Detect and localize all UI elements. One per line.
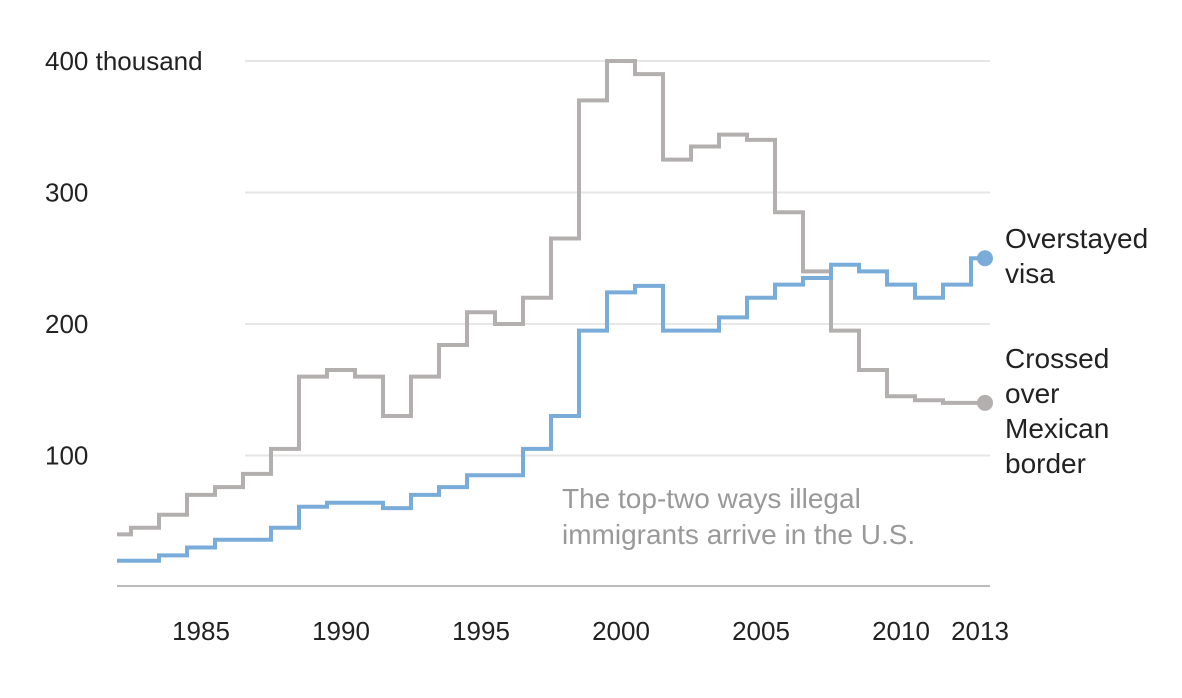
end-point-crossed-over-mexican-border	[977, 394, 993, 411]
series-label-line: Overstayed	[1005, 223, 1148, 254]
series-lines	[117, 59, 993, 563]
y-tick-label-400: 400 thousand	[45, 46, 203, 76]
y-tick-label-100: 100	[45, 441, 88, 471]
y-tick-label-300: 300	[45, 178, 88, 208]
series-label-line: border	[1005, 448, 1086, 479]
chart-annotation: The top-two ways illegal immigrants arriv…	[562, 483, 915, 550]
x-tick-labels: 1985 1990 1995 2000 2005 2010 2013	[172, 616, 1009, 646]
series-label-line: Mexican	[1005, 413, 1109, 444]
x-tick-label-1990: 1990	[312, 616, 370, 646]
x-tick-label-1985: 1985	[172, 616, 230, 646]
series-label-line: Crossed	[1005, 343, 1109, 374]
x-tick-label-2013: 2013	[951, 616, 1009, 646]
x-tick-label-2005: 2005	[732, 616, 790, 646]
series-line-crossed-over-mexican-border	[117, 59, 985, 537]
series-label-overstayed-visa: Overstayed visa	[1005, 223, 1148, 289]
annotation-line: immigrants arrive in the U.S.	[562, 519, 915, 550]
series-label-line: over	[1005, 378, 1059, 409]
series-label-crossed-over-mexican-border: Crossed over Mexican border	[1005, 343, 1109, 479]
y-tick-labels: 100 200 300 400 thousand	[45, 46, 203, 471]
y-tick-label-200: 200	[45, 309, 88, 339]
x-tick-label-2010: 2010	[872, 616, 930, 646]
annotation-text: The top-two ways illegal immigrants arriv…	[562, 483, 915, 550]
series-line-overstayed-visa	[117, 256, 985, 563]
series-labels: Crossed over Mexican border Overstayed visa	[1005, 223, 1148, 479]
end-point-overstayed-visa	[977, 250, 993, 267]
gridlines	[245, 60, 990, 457]
x-tick-label-1995: 1995	[452, 616, 510, 646]
x-tick-label-2000: 2000	[592, 616, 650, 646]
series-label-line: visa	[1005, 258, 1055, 289]
annotation-line: The top-two ways illegal	[562, 483, 861, 514]
